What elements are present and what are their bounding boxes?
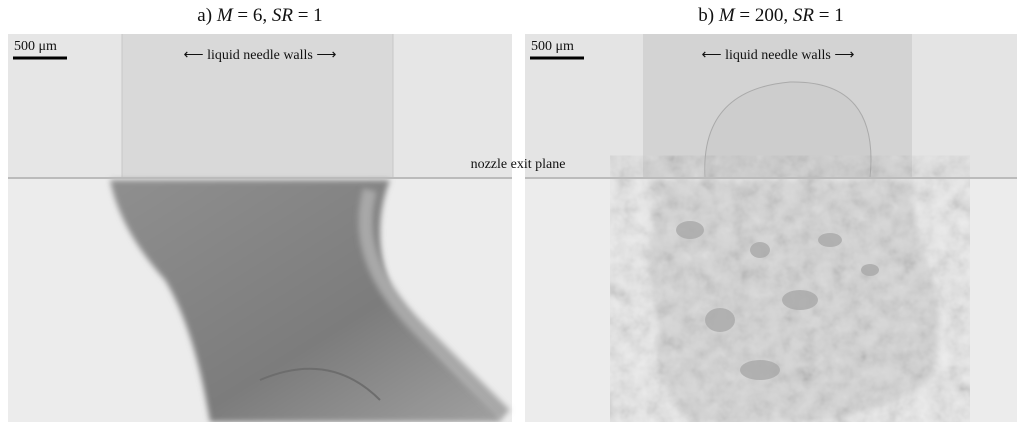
figure: a) M = 6, SR = 1 500 μm ⟵ liquid needle wa…	[0, 0, 1017, 422]
title-part: = 1	[293, 5, 323, 26]
panel-title: b) M = 200, SR = 1	[698, 5, 843, 26]
title-part: SR	[793, 5, 815, 26]
panel-title: a) M = 6, SR = 1	[197, 5, 322, 26]
panel-b-image	[525, 34, 1017, 422]
walls-label: ⟵ liquid needle walls ⟶	[702, 48, 855, 63]
title-part: = 6,	[233, 5, 272, 26]
panel-a-image	[8, 34, 512, 422]
scale-bar-label: 500 μm	[531, 39, 574, 54]
title-part: SR	[272, 5, 294, 26]
title-part: M	[718, 5, 736, 26]
scale-bar-label: 500 μm	[14, 39, 57, 54]
title-part: b)	[698, 5, 719, 26]
title-part: = 1	[814, 5, 844, 26]
plane-label: nozzle exit plane	[471, 157, 566, 172]
title-part: a)	[197, 5, 217, 26]
title-part: = 200,	[735, 5, 793, 26]
title-part: M	[216, 5, 234, 26]
walls-label: ⟵ liquid needle walls ⟶	[184, 48, 337, 63]
